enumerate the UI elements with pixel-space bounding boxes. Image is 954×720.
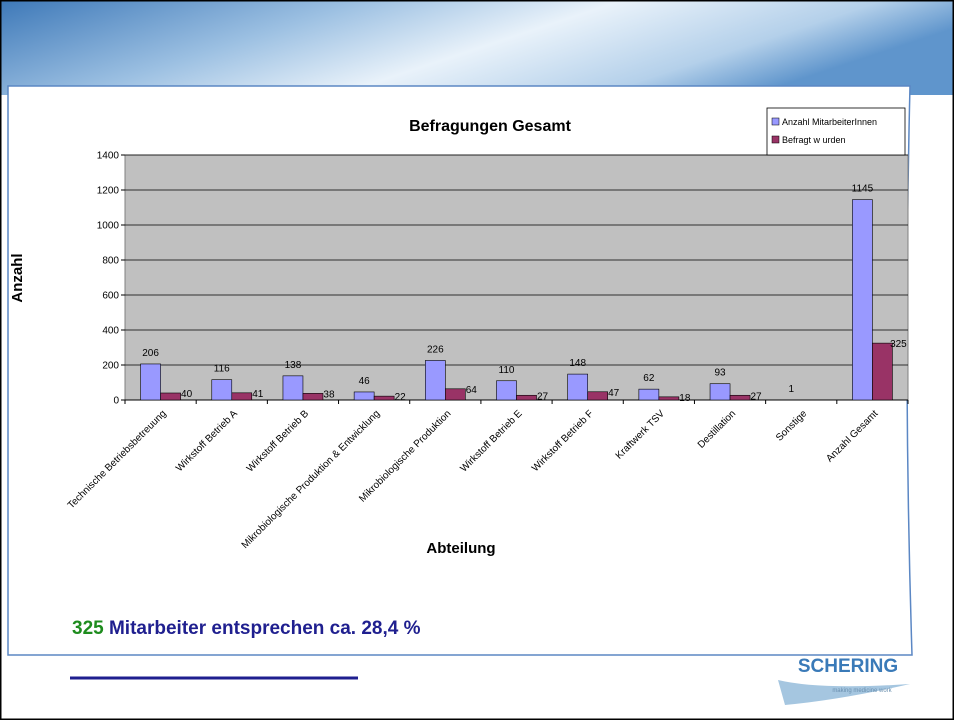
bar — [161, 393, 181, 400]
data-label: 38 — [323, 389, 335, 400]
y-axis-label: Anzahl — [9, 253, 26, 302]
data-label: 40 — [181, 389, 193, 400]
chart: SCHERING making medicine work Befragunge… — [0, 0, 954, 720]
bar — [497, 381, 517, 400]
bar — [354, 392, 374, 400]
y-tick-label: 1200 — [97, 186, 120, 197]
footer-note: 325 Mitarbeiter entsprechen ca. 28,4 % — [72, 618, 421, 640]
bar — [588, 392, 608, 400]
bar — [852, 200, 872, 400]
data-label: 138 — [285, 360, 302, 371]
bar — [425, 360, 445, 400]
bar — [232, 393, 252, 400]
data-label: 206 — [142, 348, 159, 359]
logo-name: SCHERING — [798, 656, 898, 677]
chart-title: Befragungen Gesamt — [409, 118, 571, 135]
y-tick-label: 0 — [113, 396, 119, 407]
data-label: 62 — [643, 373, 655, 384]
legend-label: Anzahl MitarbeiterInnen — [782, 117, 877, 127]
y-tick-label: 1400 — [97, 151, 120, 162]
data-label: 148 — [569, 358, 586, 369]
data-label: 1 — [788, 384, 794, 395]
data-label: 110 — [499, 365, 515, 376]
bar — [639, 389, 659, 400]
bar — [872, 343, 892, 400]
bar — [710, 384, 730, 400]
data-label: 27 — [750, 391, 762, 402]
legend-swatch — [772, 118, 779, 125]
data-label: 93 — [714, 368, 726, 379]
y-tick-label: 200 — [102, 361, 119, 372]
y-tick-label: 600 — [102, 291, 119, 302]
data-label: 46 — [359, 376, 371, 387]
bar — [212, 380, 232, 400]
data-label: 116 — [214, 364, 230, 375]
bar — [141, 364, 161, 400]
footer-highlight: 325 — [72, 618, 104, 639]
data-label: 64 — [466, 385, 478, 396]
bar — [303, 393, 323, 400]
header-banner — [0, 0, 954, 95]
data-label: 1145 — [852, 184, 874, 195]
data-label: 47 — [608, 388, 620, 399]
data-label: 22 — [395, 392, 407, 403]
bar — [730, 395, 750, 400]
bar — [283, 376, 303, 400]
legend-swatch — [772, 136, 779, 143]
bar — [374, 396, 394, 400]
data-label: 27 — [537, 391, 549, 402]
legend-label: Befragt w urden — [782, 135, 846, 145]
data-label: 41 — [252, 389, 264, 400]
data-label: 226 — [427, 344, 444, 355]
bar — [517, 395, 537, 400]
data-label: 325 — [890, 339, 907, 350]
logo-tagline: making medicine work — [832, 688, 892, 694]
y-tick-label: 400 — [102, 326, 119, 337]
data-label: 18 — [679, 393, 691, 404]
legend-box — [767, 108, 905, 155]
bar — [568, 374, 588, 400]
bar — [659, 397, 679, 400]
y-tick-label: 1000 — [97, 221, 120, 232]
y-tick-label: 800 — [102, 256, 119, 267]
footer-text: Mitarbeiter entsprechen ca. 28,4 % — [109, 618, 421, 639]
bar — [445, 389, 465, 400]
slide: SCHERING making medicine work Befragunge… — [0, 0, 954, 720]
plot-area — [125, 155, 908, 400]
x-axis-label: Abteilung — [426, 540, 495, 557]
